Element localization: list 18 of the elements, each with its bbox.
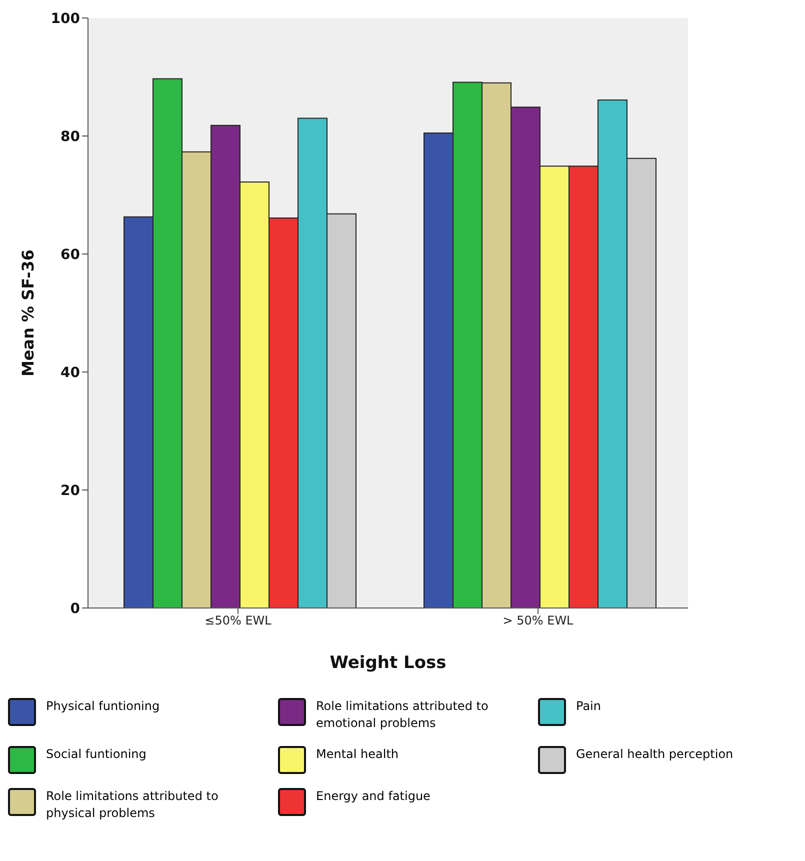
x-tick-label: > 50% EWL [502, 614, 574, 628]
y-axis-title: Mean % SF-36 [18, 250, 38, 376]
y-tick-label: 0 [70, 600, 80, 617]
legend-label: Physical funtioning [46, 698, 160, 715]
y-tick-label: 60 [60, 246, 80, 263]
legend-label: Mental health [316, 746, 399, 763]
legend-label: Social funtioning [46, 746, 146, 763]
x-tick-label: ≤50% EWL [204, 614, 272, 628]
legend-label: General health perception [576, 746, 734, 763]
x-axis-title: Weight Loss [330, 653, 446, 673]
legend-label: Role limitations attributed to emotional problems [316, 698, 490, 732]
legend-label: Energy and fatigue [316, 788, 430, 805]
legend-label: Pain [576, 698, 601, 715]
y-tick-label: 40 [60, 364, 80, 381]
y-tick-label: 100 [50, 10, 80, 27]
y-tick-label: 80 [60, 128, 80, 145]
y-tick-label: 20 [60, 482, 80, 499]
legend-label: Role limitations attributed to physical problems [46, 788, 220, 822]
